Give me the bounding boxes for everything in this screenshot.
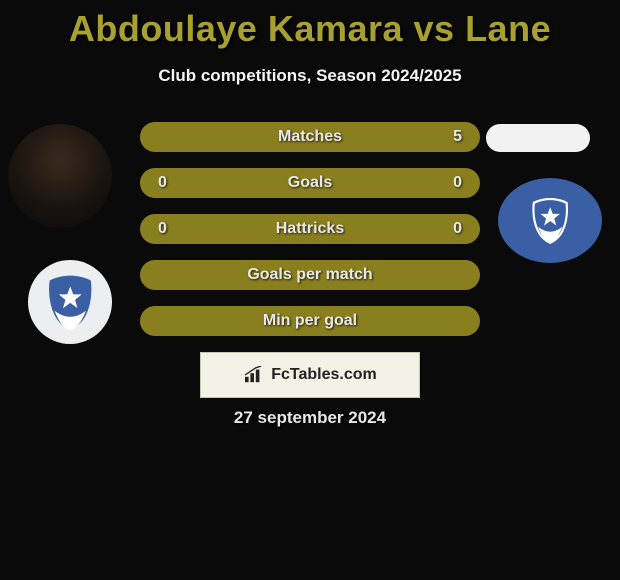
stat-right-value: 0 <box>422 220 462 238</box>
subtitle: Club competitions, Season 2024/2025 <box>0 66 620 86</box>
chart-icon <box>243 366 265 384</box>
stat-label: Min per goal <box>198 312 422 330</box>
stat-row-matches: Matches 5 <box>140 122 480 152</box>
stat-row-hattricks: 0 Hattricks 0 <box>140 214 480 244</box>
stat-label: Matches <box>198 128 422 146</box>
footer-brand-text: FcTables.com <box>271 366 377 384</box>
shield-icon <box>40 272 100 332</box>
stats-list: Matches 5 0 Goals 0 0 Hattricks 0 Goals … <box>140 122 480 352</box>
footer-date: 27 september 2024 <box>0 408 620 428</box>
stat-left-value: 0 <box>158 220 198 238</box>
stat-label: Goals <box>198 174 422 192</box>
stat-right-value: 0 <box>422 174 462 192</box>
player-photo-left <box>8 124 112 228</box>
stat-row-goals-per-match: Goals per match <box>140 260 480 290</box>
stat-row-min-per-goal: Min per goal <box>140 306 480 336</box>
footer-brand-box: FcTables.com <box>200 352 420 398</box>
club-badge-left <box>28 260 112 344</box>
club-badge-right <box>498 178 602 263</box>
stat-label: Goals per match <box>198 266 422 284</box>
stat-right-value: 5 <box>422 128 462 146</box>
stat-left-value: 0 <box>158 174 198 192</box>
shield-icon <box>519 195 581 246</box>
player-photo-right <box>486 124 590 152</box>
page-title: Abdoulaye Kamara vs Lane <box>0 0 620 50</box>
stat-label: Hattricks <box>198 220 422 238</box>
stat-row-goals: 0 Goals 0 <box>140 168 480 198</box>
